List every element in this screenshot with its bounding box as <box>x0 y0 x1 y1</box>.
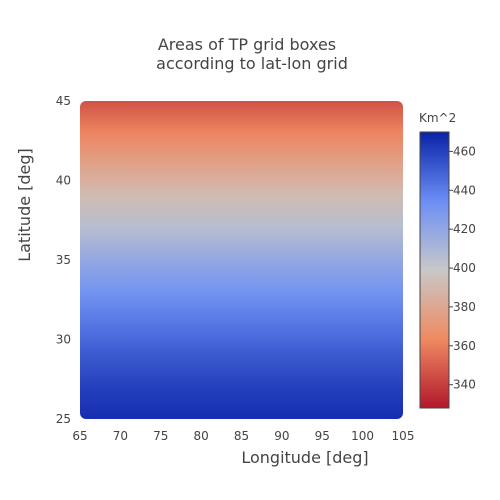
x-tick-label: 85 <box>234 429 249 443</box>
y-tick-label: 40 <box>56 174 71 188</box>
heatmap-area <box>80 101 403 419</box>
y-tick-label: 45 <box>56 94 71 108</box>
x-tick-label: 100 <box>351 429 374 443</box>
chart-title-line-1: Areas of TP grid boxes <box>158 35 336 54</box>
colorbar-tick-label: 380 <box>453 300 476 314</box>
colorbar-tick-label: 420 <box>453 222 476 236</box>
y-tick-label: 35 <box>56 253 71 267</box>
x-tick-label: 80 <box>193 429 208 443</box>
y-axis-title: Latitude [deg] <box>15 148 34 262</box>
y-axis-ticks: 25 30 35 40 45 <box>56 94 71 426</box>
colorbar-tick-label: 440 <box>453 183 476 197</box>
y-tick-label: 30 <box>56 333 71 347</box>
y-tick-label: 25 <box>56 412 71 426</box>
colorbar-tick-label: 360 <box>453 339 476 353</box>
x-tick-label: 95 <box>315 429 330 443</box>
x-axis-ticks: 65 70 75 80 85 90 95 100 105 <box>72 429 414 443</box>
colorbar-tick-label: 400 <box>453 261 476 275</box>
colorbar-ticks: 340 360 380 400 420 440 460 <box>449 144 476 392</box>
x-tick-label: 70 <box>113 429 128 443</box>
x-tick-label: 90 <box>274 429 289 443</box>
colorbar-title: Km^2 <box>419 111 456 125</box>
x-tick-label: 75 <box>153 429 168 443</box>
x-axis-title: Longitude [deg] <box>241 448 368 467</box>
chart-title-line-2: according to lat-lon grid <box>156 54 348 73</box>
colorbar-tick-label: 460 <box>453 144 476 158</box>
x-tick-label: 65 <box>72 429 87 443</box>
colorbar-tick-label: 340 <box>453 378 476 392</box>
x-tick-label: 105 <box>392 429 415 443</box>
colorbar <box>419 131 450 409</box>
